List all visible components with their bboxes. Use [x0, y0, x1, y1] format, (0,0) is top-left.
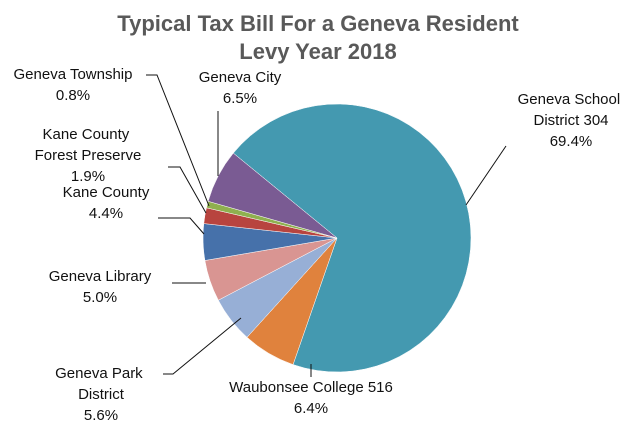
- leader-line: [158, 217, 205, 235]
- label-line: District: [78, 386, 125, 403]
- value-label: 0.8%: [56, 87, 90, 104]
- label-line: District 304: [533, 112, 608, 129]
- label-line: Geneva Park: [55, 365, 147, 382]
- chart-subtitle: Levy Year 2018: [239, 39, 396, 64]
- label-line: Geneva Township: [14, 66, 133, 83]
- slice-label: Kane County: [63, 184, 150, 201]
- value-label: 5.6%: [84, 407, 118, 424]
- label-line: Geneva City: [199, 69, 282, 86]
- value-label: 6.5%: [223, 90, 257, 107]
- leader-line: [168, 166, 207, 214]
- value-label: 6.4%: [294, 400, 328, 417]
- slice-label: Geneva Library: [49, 268, 152, 285]
- value-label: 5.0%: [83, 289, 117, 306]
- slice-label: Geneva Park District: [55, 365, 147, 403]
- slice-label: Geneva City: [199, 69, 282, 86]
- chart-title: Typical Tax Bill For a Geneva Resident: [117, 11, 519, 36]
- label-line: Waubonsee College 516: [229, 379, 393, 396]
- label-line: Geneva Library: [49, 268, 152, 285]
- leader-line: [163, 317, 242, 375]
- value-label: 4.4%: [89, 205, 123, 222]
- label-line: Forest Preserve: [35, 147, 142, 164]
- slice-label: Geneva Township: [14, 66, 133, 83]
- value-label: 1.9%: [71, 168, 105, 185]
- label-line: Geneva School: [518, 91, 625, 108]
- label-line: Kane County: [63, 184, 150, 201]
- value-label: 69.4%: [550, 133, 593, 150]
- leader-line: [146, 74, 210, 207]
- slice-label: Kane County Forest Preserve: [35, 126, 142, 164]
- leader-line: [465, 145, 507, 206]
- label-line: Kane County: [43, 126, 134, 143]
- slice-label: Geneva School District 304: [518, 91, 625, 129]
- pie-slice: [232, 103, 472, 373]
- slice-label: Waubonsee College 516: [229, 379, 393, 396]
